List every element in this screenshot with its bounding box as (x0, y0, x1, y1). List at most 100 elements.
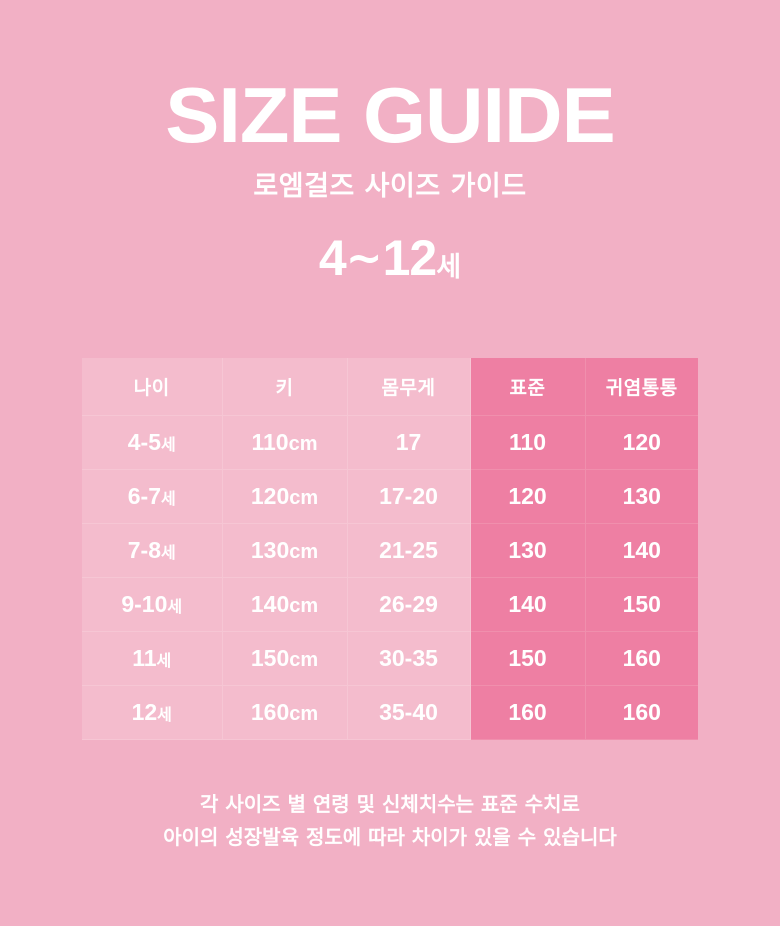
cell-weight: 30-35 (347, 631, 471, 686)
chubby-value: 160 (622, 699, 661, 725)
cell-height: 160cm (222, 685, 348, 740)
column-header-weight: 몸무게 (347, 358, 471, 416)
cell-height: 150cm (222, 631, 348, 686)
cell-height: 110cm (222, 415, 348, 470)
cell-weight: 21-25 (347, 523, 471, 578)
age-range-start: 4 (318, 230, 347, 286)
age-range-suffix: 세 (436, 252, 462, 283)
height-number: 130 (250, 537, 290, 563)
size-table-header: 나이 키 몸무게 표준 귀염통통 (82, 358, 698, 416)
age-number: 12 (131, 699, 158, 725)
cell-standard: 110 (470, 415, 586, 470)
height-unit: cm (288, 433, 318, 455)
standard-value: 150 (508, 645, 547, 671)
footnote-line-1: 각 사이즈 별 연령 및 신체치수는 표준 수치로 (200, 792, 580, 816)
height-number: 160 (250, 699, 290, 725)
age-suffix: 세 (157, 705, 172, 724)
footnote-line-2: 아이의 성장발육 정도에 따라 차이가 있을 수 있습니다 (163, 825, 617, 849)
age-suffix: 세 (156, 651, 172, 670)
column-header-standard: 표준 (470, 358, 586, 416)
weight-value: 21-25 (379, 537, 438, 563)
cell-weight: 26-29 (347, 577, 471, 632)
age-number: 6-7 (127, 483, 161, 509)
age-suffix: 세 (161, 543, 176, 562)
height-number: 110 (251, 429, 289, 455)
age-number: 7-8 (127, 537, 161, 563)
age-suffix: 세 (161, 489, 176, 508)
cell-age: 9-10세 (82, 577, 223, 632)
chubby-value: 160 (622, 645, 661, 671)
cell-height: 120cm (222, 469, 348, 524)
height-number: 150 (250, 645, 290, 671)
table-row: 12세 160cm 35-40 160 160 (82, 685, 698, 740)
cell-chubby: 160 (585, 685, 698, 740)
cell-chubby: 150 (585, 577, 698, 632)
age-range-end: 12 (382, 230, 438, 286)
cell-weight: 17-20 (347, 469, 471, 524)
table-row: 6-7세 120cm 17-20 120 130 (82, 469, 698, 524)
weight-value: 35-40 (379, 699, 438, 725)
chubby-value: 140 (622, 537, 661, 563)
weight-value: 17-20 (379, 483, 438, 509)
height-unit: cm (289, 595, 319, 617)
cell-weight: 35-40 (347, 685, 471, 740)
cell-standard: 120 (470, 469, 586, 524)
age-range-tilde: ~ (345, 233, 383, 284)
age-number: 11 (132, 645, 157, 671)
cell-chubby: 160 (585, 631, 698, 686)
height-unit: cm (289, 487, 319, 509)
header-block: SIZE GUIDE 로엠걸즈 사이즈 가이드 4~12세 (0, 0, 780, 297)
weight-value: 30-35 (379, 645, 438, 671)
chubby-value: 120 (622, 429, 661, 455)
chubby-value: 130 (622, 483, 661, 509)
standard-value: 120 (508, 483, 547, 509)
cell-age: 6-7세 (82, 469, 223, 524)
height-unit: cm (289, 541, 319, 563)
column-header-height: 키 (222, 358, 348, 416)
age-number: 4-5 (127, 429, 161, 455)
height-number: 120 (250, 483, 290, 509)
weight-value: 17 (395, 429, 422, 455)
standard-value: 160 (508, 699, 547, 725)
cell-age: 7-8세 (82, 523, 223, 578)
column-header-age: 나이 (82, 358, 223, 416)
age-suffix: 세 (167, 597, 183, 616)
cell-age: 11세 (82, 631, 223, 686)
page-title: SIZE GUIDE (165, 71, 615, 159)
age-range-heading: 4~12세 (0, 204, 780, 297)
weight-value: 26-29 (379, 591, 438, 617)
standard-value: 110 (508, 429, 547, 455)
size-table-body: 4-5세 110cm 17 110 120 6-7세 120cm 17-20 1… (82, 415, 698, 740)
cell-standard: 140 (470, 577, 586, 632)
table-row: 4-5세 110cm 17 110 120 (82, 415, 698, 470)
cell-standard: 150 (470, 631, 586, 686)
height-number: 140 (250, 591, 290, 617)
cell-height: 130cm (222, 523, 348, 578)
height-unit: cm (289, 703, 319, 725)
column-header-chubby: 귀염통통 (585, 358, 698, 416)
table-header-row: 나이 키 몸무게 표준 귀염통통 (82, 358, 698, 416)
footnote: 각 사이즈 별 연령 및 신체치수는 표준 수치로 아이의 성장발육 정도에 따… (0, 788, 780, 854)
cell-standard: 130 (470, 523, 586, 578)
cell-chubby: 130 (585, 469, 698, 524)
table-row: 9-10세 140cm 26-29 140 150 (82, 577, 698, 632)
size-table: 나이 키 몸무게 표준 귀염통통 4-5세 110cm 17 110 120 6… (82, 358, 698, 740)
age-suffix: 세 (161, 435, 176, 454)
cell-age: 4-5세 (82, 415, 223, 470)
cell-chubby: 120 (585, 415, 698, 470)
standard-value: 130 (508, 537, 547, 563)
height-unit: cm (289, 649, 319, 671)
page-subtitle: 로엠걸즈 사이즈 가이드 (253, 171, 527, 202)
cell-age: 12세 (82, 685, 223, 740)
cell-standard: 160 (470, 685, 586, 740)
age-number: 9-10 (121, 591, 168, 617)
cell-chubby: 140 (585, 523, 698, 578)
cell-height: 140cm (222, 577, 348, 632)
table-row: 11세 150cm 30-35 150 160 (82, 631, 698, 686)
size-table-container: 나이 키 몸무게 표준 귀염통통 4-5세 110cm 17 110 120 6… (82, 358, 698, 740)
chubby-value: 150 (622, 591, 661, 617)
standard-value: 140 (508, 591, 547, 617)
table-row: 7-8세 130cm 21-25 130 140 (82, 523, 698, 578)
cell-weight: 17 (347, 415, 471, 470)
